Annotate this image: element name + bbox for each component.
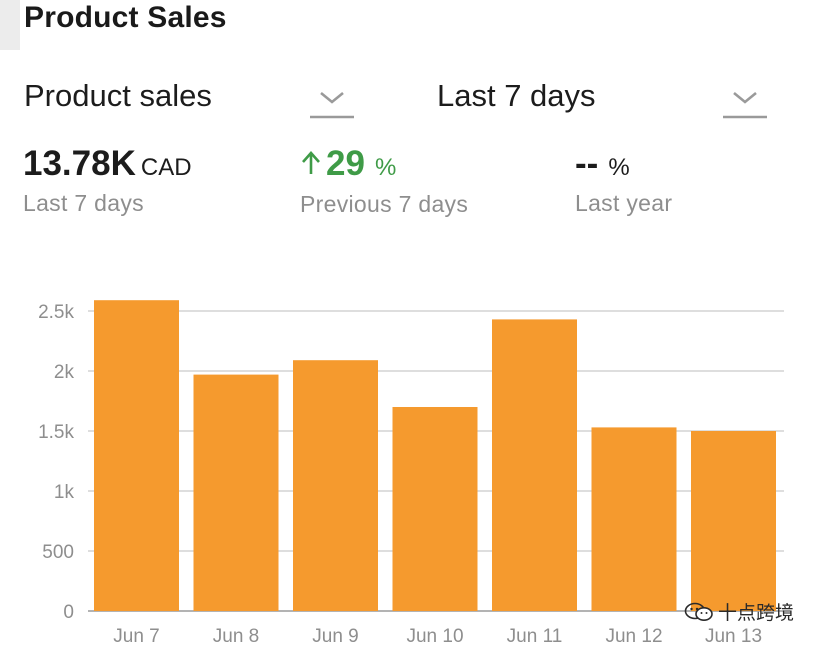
- stat-total-label: Last 7 days: [23, 190, 144, 216]
- bar-jun-7[interactable]: [94, 300, 179, 611]
- arrow-up-icon: [300, 145, 322, 185]
- y-tick-label: 0: [63, 602, 74, 623]
- y-tick-label: 2k: [54, 362, 75, 383]
- metric-select[interactable]: Product sales: [24, 78, 354, 120]
- stat-total-value: 13.78K: [23, 144, 136, 183]
- x-tick-label: Jun 8: [213, 626, 259, 647]
- bar-jun-9[interactable]: [293, 360, 378, 611]
- stat-total-value-row: 13.78K CAD: [23, 144, 192, 184]
- x-tick-label: Jun 11: [507, 626, 563, 647]
- left-edge-strip: [0, 0, 20, 50]
- wechat-icon: [684, 601, 714, 629]
- bar-jun-12[interactable]: [591, 427, 677, 611]
- chevron-down-icon[interactable]: [310, 82, 354, 120]
- y-tick-label: 2.5k: [38, 302, 74, 323]
- page-title: Product Sales: [24, 1, 227, 34]
- sales-bar-chart: 0 500 1k 1.5k 2k 2.5k Jun 7 Jun 8 Jun 9 Jun 10 Jun…: [38, 300, 784, 647]
- stat-last-year-unit: %: [608, 154, 630, 181]
- x-tick-label: Jun 13: [705, 626, 762, 647]
- metric-select-value: Product sales: [24, 78, 212, 113]
- stat-last-year: --% Last year: [575, 144, 672, 217]
- stat-last-year-value-row: --%: [575, 144, 672, 184]
- date-range-select[interactable]: Last 7 days: [437, 78, 767, 120]
- stat-previous-period: 29% Previous 7 days: [300, 144, 468, 218]
- y-tick-label: 500: [42, 542, 74, 563]
- watermark-text: 十点跨境: [718, 603, 795, 624]
- x-tick-label: Jun 9: [312, 626, 358, 647]
- stat-previous-value: 29: [326, 144, 365, 183]
- x-tick-label: Jun 7: [113, 626, 159, 647]
- bar-jun-8[interactable]: [193, 374, 279, 611]
- stat-total-unit: CAD: [140, 154, 192, 181]
- y-tick-label: 1.5k: [38, 422, 74, 443]
- stat-previous-unit: %: [374, 154, 397, 181]
- x-tick-label: Jun 12: [605, 626, 662, 647]
- stat-previous-label: Previous 7 days: [300, 191, 469, 217]
- bar-jun-11[interactable]: [492, 319, 577, 611]
- chevron-down-icon[interactable]: [723, 82, 767, 120]
- date-range-select-value: Last 7 days: [437, 78, 596, 113]
- stat-total-sales: 13.78K CAD Last 7 days: [23, 144, 192, 217]
- stat-previous-value-row: 29%: [300, 144, 468, 185]
- watermark: 十点跨境: [684, 598, 794, 629]
- y-tick-label: 1k: [54, 482, 75, 503]
- stat-last-year-label: Last year: [575, 190, 673, 216]
- bar-jun-13[interactable]: [691, 431, 776, 611]
- x-tick-label: Jun 10: [406, 626, 463, 647]
- bar-jun-10[interactable]: [392, 407, 478, 611]
- stat-last-year-value: --: [575, 144, 599, 183]
